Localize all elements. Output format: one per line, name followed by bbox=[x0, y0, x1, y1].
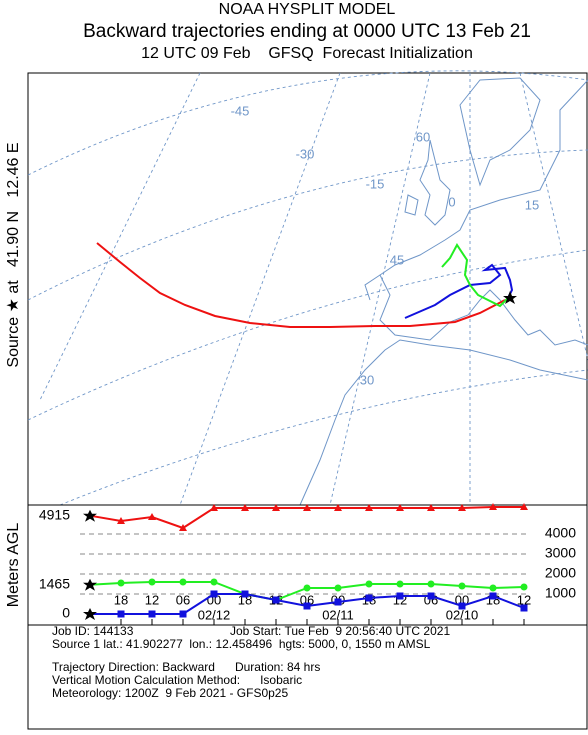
start-height-label: 1465 bbox=[39, 575, 70, 591]
marker bbox=[489, 592, 497, 600]
footer-line: Vertical Motion Calculation Method: Isob… bbox=[52, 673, 302, 687]
marker bbox=[489, 584, 497, 592]
marker bbox=[396, 580, 404, 588]
marker bbox=[427, 504, 435, 511]
marker bbox=[210, 578, 218, 586]
marker bbox=[303, 504, 311, 511]
day-label: 02/10 bbox=[446, 607, 479, 622]
marker bbox=[117, 517, 125, 524]
marker bbox=[179, 610, 187, 618]
marker bbox=[458, 602, 466, 610]
marker bbox=[365, 504, 373, 511]
marker bbox=[117, 610, 125, 618]
marker bbox=[210, 504, 218, 511]
marker bbox=[365, 580, 373, 588]
x-tick-label: 12 bbox=[145, 592, 159, 607]
marker bbox=[365, 594, 373, 602]
marker bbox=[303, 602, 311, 610]
source-star bbox=[83, 608, 97, 620]
map-grid-label: -30 bbox=[296, 146, 315, 161]
footer-line: Job ID: 144133 bbox=[52, 624, 134, 638]
marker bbox=[334, 504, 342, 511]
x-tick-label: 00 bbox=[455, 592, 469, 607]
map-grid-label: 30 bbox=[360, 372, 374, 387]
subtitle: Backward trajectories ending at 0000 UTC… bbox=[83, 21, 531, 42]
map-grid-label: 45 bbox=[390, 252, 404, 267]
source-star bbox=[83, 578, 97, 591]
marker bbox=[241, 504, 249, 511]
marker bbox=[148, 578, 156, 586]
x-tick-label: 18 bbox=[238, 592, 252, 607]
marker bbox=[179, 524, 187, 531]
map-grid-label: 0 bbox=[448, 194, 455, 209]
source-star bbox=[83, 509, 97, 522]
marker bbox=[179, 578, 187, 586]
footer-line: Source 1 lat.: 41.902277 lon.: 12.458496… bbox=[52, 637, 431, 651]
marker bbox=[210, 590, 218, 598]
marker bbox=[148, 513, 156, 520]
marker bbox=[303, 584, 311, 592]
map-grid-label: 60 bbox=[416, 129, 430, 144]
day-label: 02/11 bbox=[322, 607, 354, 622]
x-tick-label: 18 bbox=[114, 592, 128, 607]
title: NOAA HYSPLIT MODEL bbox=[219, 1, 396, 18]
day-label: 02/12 bbox=[198, 607, 231, 622]
marker bbox=[272, 504, 280, 511]
marker bbox=[520, 583, 528, 591]
marker bbox=[427, 580, 435, 588]
map: -45 -30 -15 0 15 60 45 30 bbox=[27, 70, 588, 506]
marker bbox=[427, 592, 435, 600]
info: 12 UTC 09 Feb GFSQ Forecast Initializati… bbox=[141, 45, 473, 62]
marker bbox=[489, 503, 497, 510]
marker bbox=[458, 504, 466, 511]
y-tick-label: 2000 bbox=[545, 565, 576, 581]
map-grid-label: -45 bbox=[231, 103, 250, 118]
marker bbox=[334, 598, 342, 606]
y-tick-label: 4000 bbox=[545, 525, 576, 541]
x-tick-label: 06 bbox=[300, 592, 314, 607]
map-grid-label: -15 bbox=[366, 176, 385, 191]
marker bbox=[148, 610, 156, 618]
start-height-label: 4915 bbox=[39, 506, 70, 522]
start-height-label: 0 bbox=[62, 605, 70, 621]
marker bbox=[396, 592, 404, 600]
marker bbox=[396, 504, 404, 511]
y-tick-label: 3000 bbox=[545, 545, 576, 561]
marker bbox=[272, 596, 280, 604]
marker bbox=[520, 503, 528, 510]
source-label: Source ★ at 41.90 N 12.46 E bbox=[5, 142, 22, 367]
footer-line: Job Start: Tue Feb 9 20:56:40 UTC 2021 bbox=[230, 624, 450, 638]
marker bbox=[334, 584, 342, 592]
y-tick-label: 1000 bbox=[545, 585, 576, 601]
marker bbox=[458, 582, 466, 590]
y-axis-label: Meters AGL bbox=[5, 523, 22, 608]
x-tick-label: 12 bbox=[517, 592, 531, 607]
map-grid-label: 15 bbox=[525, 197, 539, 212]
marker bbox=[117, 579, 125, 587]
x-tick-label: 06 bbox=[176, 592, 190, 607]
marker bbox=[520, 604, 528, 612]
footer-line: Meteorology: 1200Z 9 Feb 2021 - GFS0p25 bbox=[52, 686, 288, 700]
marker bbox=[241, 590, 249, 598]
footer-line: Trajectory Direction: Backward Duration:… bbox=[52, 660, 320, 674]
